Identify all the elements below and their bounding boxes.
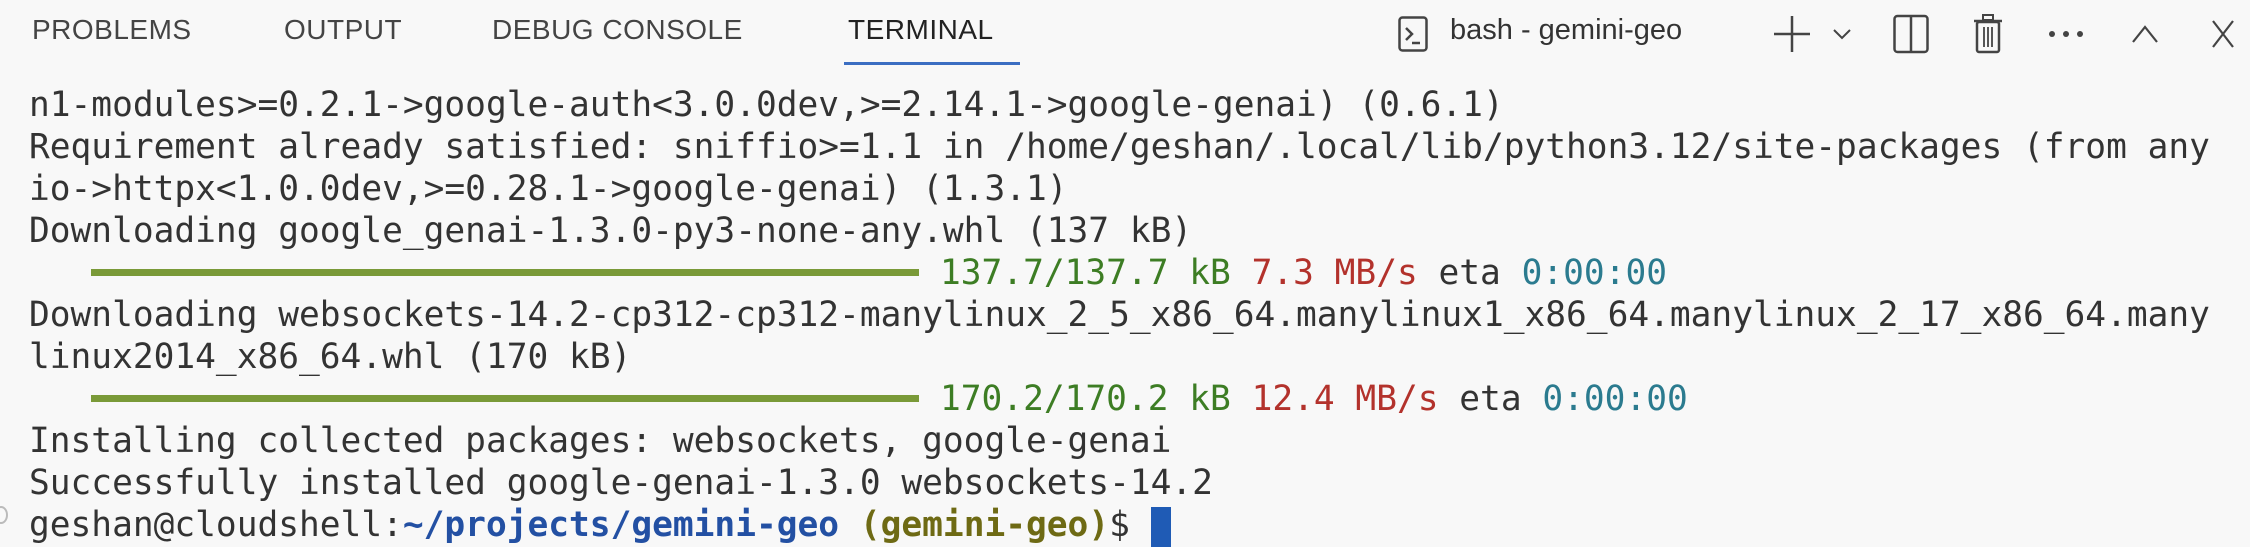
terminal-text: linux2014_x86_64.whl (170 kB) — [29, 337, 632, 377]
terminal-line: 170.2/170.2 kB 12.4 MB/s eta 0:00:00 — [29, 378, 2250, 420]
terminal-text: eta — [1417, 253, 1522, 293]
terminal-text: eta — [1438, 379, 1543, 419]
terminal-icon[interactable] — [1393, 14, 1433, 54]
terminal-output[interactable]: n1-modules>=0.2.1->google-auth<3.0.0dev,… — [29, 84, 2250, 547]
terminal-text: $ — [1109, 505, 1130, 545]
chevron-up-icon[interactable] — [2131, 14, 2159, 54]
terminal-text: Requirement already satisfied: sniffio>=… — [29, 127, 2210, 167]
terminal-text: 7.3 MB/s — [1251, 253, 1418, 293]
terminal-line: Requirement already satisfied: sniffio>=… — [29, 126, 2250, 168]
terminal-text: 0:00:00 — [1521, 253, 1668, 293]
chevron-down-icon[interactable] — [1832, 14, 1852, 54]
terminal-name[interactable]: bash - gemini-geo — [1450, 14, 1683, 46]
terminal-cursor — [1150, 506, 1171, 547]
terminal-text: 12.4 MB/s — [1251, 379, 1439, 419]
terminal-text: ~/projects/gemini-geo — [402, 505, 840, 545]
terminal-line: linux2014_x86_64.whl (170 kB) — [29, 336, 2250, 378]
shell-integration-decoration[interactable] — [0, 506, 8, 524]
terminal-text: 137.7/137.7 kB — [940, 253, 1231, 293]
progress-bar — [91, 269, 919, 276]
terminal-line: Downloading websockets-14.2-cp312-cp312-… — [29, 294, 2250, 336]
terminal-line: Installing collected packages: websocket… — [29, 420, 2250, 462]
panel-tab-bar: PROBLEMS OUTPUT DEBUG CONSOLE TERMINAL b… — [0, 0, 2250, 70]
tab-terminal[interactable]: TERMINAL — [848, 14, 994, 45]
terminal-text: 170.2/170.2 kB — [940, 379, 1231, 419]
terminal-text: io->httpx<1.0.0dev,>=0.28.1->google-gena… — [29, 169, 1068, 209]
plus-icon[interactable] — [1772, 14, 1812, 54]
terminal-text: geshan@cloudshell: — [29, 505, 403, 545]
close-icon[interactable] — [2211, 14, 2235, 54]
terminal-text — [1231, 253, 1252, 293]
terminal-text: Downloading google_genai-1.3.0-py3-none-… — [29, 211, 1193, 251]
active-tab-indicator — [844, 62, 1020, 65]
tab-problems[interactable]: PROBLEMS — [32, 14, 192, 45]
terminal-text: n1-modules>=0.2.1->google-auth<3.0.0dev,… — [29, 85, 1504, 125]
terminal-text: Installing collected packages: websocket… — [29, 421, 1172, 461]
terminal-text: (gemini-geo) — [859, 505, 1110, 545]
tab-output[interactable]: OUTPUT — [284, 14, 403, 45]
terminal-text: 0:00:00 — [1542, 379, 1688, 419]
progress-bar — [91, 395, 919, 402]
terminal-line: Downloading google_genai-1.3.0-py3-none-… — [29, 210, 2250, 252]
terminal-text: Successfully installed google-genai-1.3.… — [29, 463, 1213, 503]
terminal-text: Downloading websockets-14.2-cp312-cp312-… — [29, 295, 2210, 335]
terminal-line: 137.7/137.7 kB 7.3 MB/s eta 0:00:00 — [29, 252, 2250, 294]
trash-icon[interactable] — [1973, 14, 2003, 54]
terminal-line: io->httpx<1.0.0dev,>=0.28.1->google-gena… — [29, 168, 2250, 210]
split-icon[interactable] — [1892, 14, 1930, 54]
terminal-text — [839, 505, 860, 545]
terminal-line: n1-modules>=0.2.1->google-auth<3.0.0dev,… — [29, 84, 2250, 126]
tab-debug-console[interactable]: DEBUG CONSOLE — [492, 14, 743, 45]
terminal-line: Successfully installed google-genai-1.3.… — [29, 462, 2250, 504]
ellipsis-icon[interactable] — [2047, 14, 2085, 54]
terminal-text — [1231, 379, 1252, 419]
terminal-line: geshan@cloudshell:~/projects/gemini-geo … — [29, 504, 2250, 547]
